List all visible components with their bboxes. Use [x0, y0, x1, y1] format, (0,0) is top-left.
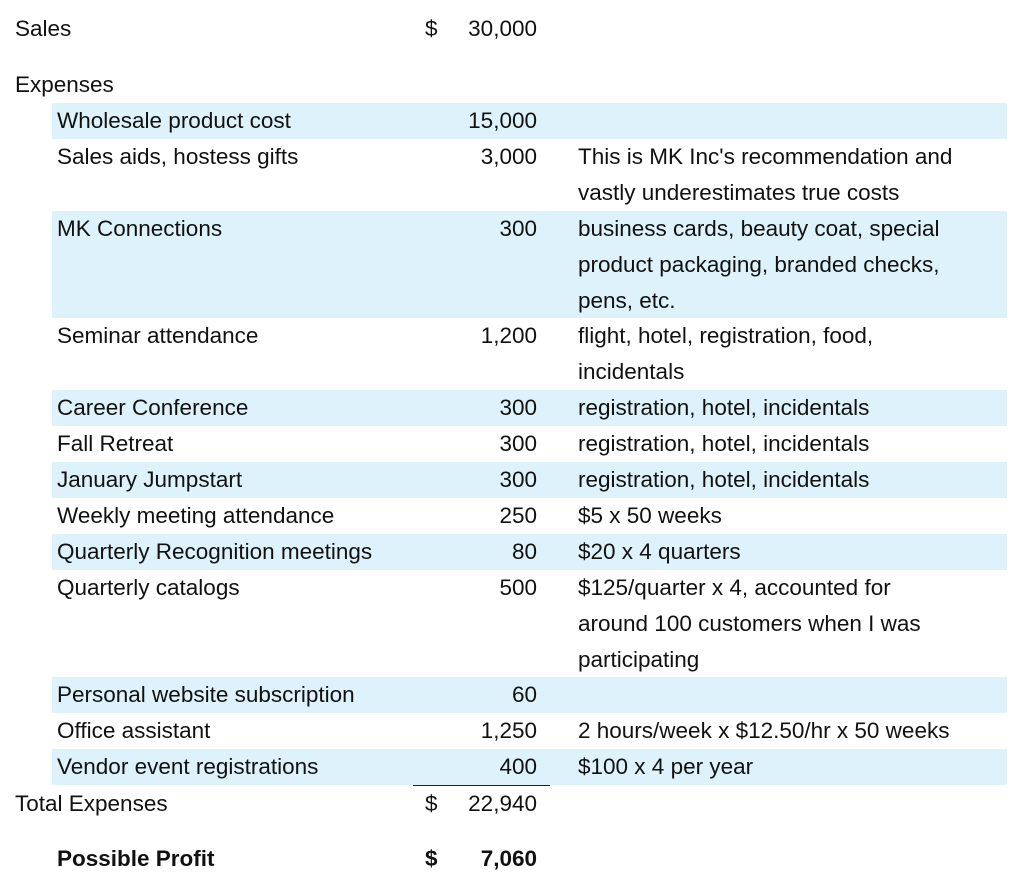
expense-row: Weekly meeting attendance 250 $5 x 50 we…: [0, 498, 1024, 534]
expense-note: This is MK Inc's recommendation and vast…: [578, 139, 1008, 211]
expense-amount: 250: [499, 503, 537, 528]
expense-row: Personal website subscription 60: [0, 677, 1024, 713]
expense-amount: 300: [499, 431, 537, 456]
expense-note: flight, hotel, registration, food, incid…: [578, 318, 1008, 390]
note-line: $100 x 4 per year: [578, 754, 754, 779]
note-line: flight, hotel, registration, food,: [578, 323, 874, 348]
expense-label: Quarterly catalogs: [57, 575, 240, 600]
expense-note: 2 hours/week x $12.50/hr x 50 weeks: [578, 713, 1008, 749]
note-line: incidentals: [578, 359, 685, 384]
profit-label: Possible Profit: [57, 846, 215, 871]
expense-amount: 500: [499, 575, 537, 600]
expense-label: Sales aids, hostess gifts: [57, 144, 299, 169]
expense-row: Fall Retreat 300 registration, hotel, in…: [0, 426, 1024, 462]
row-band: [52, 390, 1007, 426]
expense-amount: 300: [499, 467, 537, 492]
expense-amount: 80: [511, 539, 537, 564]
expense-amount: 1,200: [480, 323, 537, 348]
profit-currency: $: [425, 846, 438, 871]
sales-row: Sales $ 30,000: [0, 11, 1024, 47]
expense-note: $5 x 50 weeks: [578, 498, 1008, 534]
total-expenses-currency: $: [425, 791, 438, 816]
note-line: pens, etc.: [578, 288, 676, 313]
expense-label: Weekly meeting attendance: [57, 503, 335, 528]
expense-label: MK Connections: [57, 216, 223, 241]
total-expenses-row: Total Expenses $ 22,940: [0, 786, 1024, 822]
expense-row: Seminar attendance 1,200 flight, hotel, …: [0, 318, 1024, 390]
note-line: 2 hours/week x $12.50/hr x 50 weeks: [578, 718, 950, 743]
expense-label: Vendor event registrations: [57, 754, 319, 779]
note-line: participating: [578, 647, 700, 672]
expense-note: $125/quarter x 4, accounted for around 1…: [578, 570, 1008, 678]
row-band: [52, 749, 1007, 785]
note-line: $20 x 4 quarters: [578, 539, 741, 564]
expense-label: Personal website subscription: [57, 682, 355, 707]
row-band: [52, 677, 1007, 713]
total-expenses-label: Total Expenses: [15, 791, 168, 816]
expense-note: business cards, beauty coat, special pro…: [578, 211, 1008, 319]
expense-amount: 1,250: [480, 718, 537, 743]
expense-amount: 3,000: [480, 144, 537, 169]
row-band: [52, 211, 1007, 318]
row-band: [52, 462, 1007, 498]
expense-note: $100 x 4 per year: [578, 749, 1008, 785]
expense-label: Career Conference: [57, 395, 249, 420]
note-line: This is MK Inc's recommendation and: [578, 144, 953, 169]
expense-label: Wholesale product cost: [57, 108, 291, 133]
expense-row: Vendor event registrations 400 $100 x 4 …: [0, 749, 1024, 785]
expense-note: registration, hotel, incidentals: [578, 426, 1008, 462]
expense-note: registration, hotel, incidentals: [578, 462, 1008, 498]
expense-label: Fall Retreat: [57, 431, 174, 456]
profit-row: Possible Profit $ 7,060: [0, 841, 1024, 877]
note-line: product packaging, branded checks,: [578, 252, 940, 277]
note-line: registration, hotel, incidentals: [578, 467, 870, 492]
sales-amount: 30,000: [468, 16, 537, 41]
sales-label: Sales: [15, 16, 72, 41]
profit-amount: 7,060: [480, 846, 537, 871]
expense-row: MK Connections 300 business cards, beaut…: [0, 211, 1024, 318]
expense-label: Office assistant: [57, 718, 211, 743]
expense-label: January Jumpstart: [57, 467, 243, 492]
expense-row: Career Conference 300 registration, hote…: [0, 390, 1024, 426]
expense-note: $20 x 4 quarters: [578, 534, 1008, 570]
subtotal-rule: [413, 785, 550, 786]
row-band: [52, 103, 1007, 139]
expense-row: January Jumpstart 300 registration, hote…: [0, 462, 1024, 498]
sales-currency: $: [425, 16, 438, 41]
note-line: registration, hotel, incidentals: [578, 395, 870, 420]
expense-amount: 60: [511, 682, 537, 707]
note-line: $125/quarter x 4, accounted for: [578, 575, 891, 600]
expense-row: Quarterly catalogs 500 $125/quarter x 4,…: [0, 570, 1024, 677]
expense-note: registration, hotel, incidentals: [578, 390, 1008, 426]
expense-row: Wholesale product cost 15,000: [0, 103, 1024, 139]
expense-row: Office assistant 1,250 2 hours/week x $1…: [0, 713, 1024, 749]
note-line: $5 x 50 weeks: [578, 503, 722, 528]
note-line: registration, hotel, incidentals: [578, 431, 870, 456]
expense-amount: 400: [499, 754, 537, 779]
note-line: around 100 customers when I was: [578, 611, 921, 636]
row-band: [52, 534, 1007, 570]
expense-amount: 300: [499, 395, 537, 420]
expenses-heading: Expenses: [15, 72, 114, 97]
expense-label: Quarterly Recognition meetings: [57, 539, 373, 564]
note-line: business cards, beauty coat, special: [578, 216, 940, 241]
expenses-heading-row: Expenses: [0, 67, 1024, 103]
expense-row: Sales aids, hostess gifts 3,000 This is …: [0, 139, 1024, 211]
total-expenses-amount: 22,940: [468, 791, 537, 816]
expense-amount: 15,000: [468, 108, 537, 133]
expense-row: Quarterly Recognition meetings 80 $20 x …: [0, 534, 1024, 570]
expense-amount: 300: [499, 216, 537, 241]
note-line: vastly underestimates true costs: [578, 180, 900, 205]
expense-label: Seminar attendance: [57, 323, 259, 348]
